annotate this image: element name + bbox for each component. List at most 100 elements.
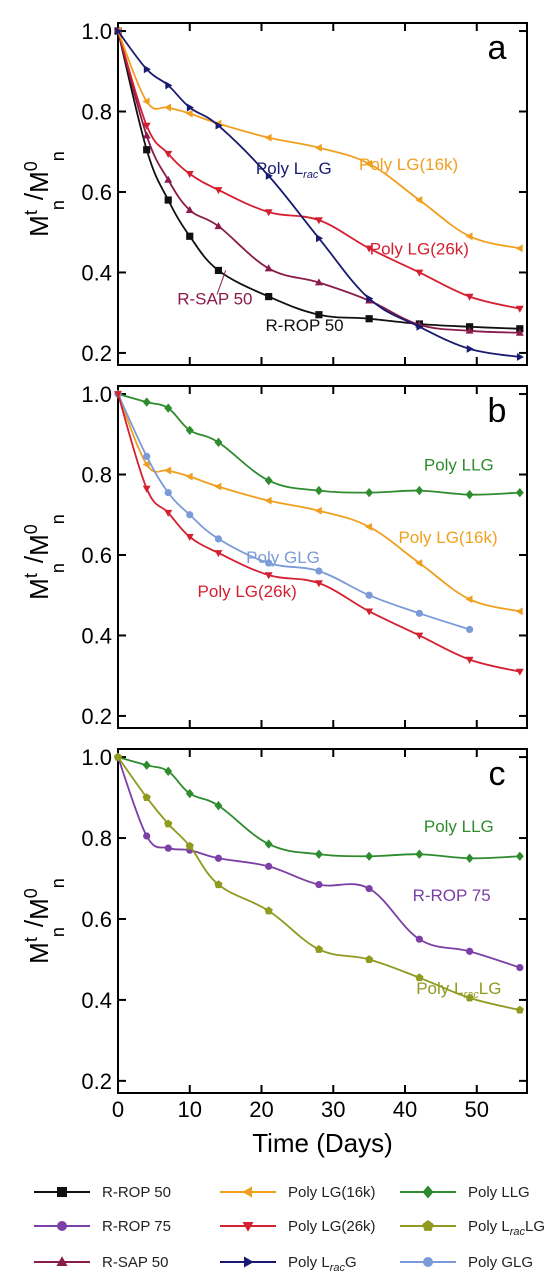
data-point-rrop50 [315,311,323,319]
legend-label: Poly LG(16k) [288,1184,376,1201]
legend-item-rrop75: R-ROP 75 [34,1218,171,1235]
legend-item-lg26: Poly LG(26k) [220,1218,376,1235]
data-point-lracg_c [314,945,324,953]
data-point-llg [214,800,223,811]
data-point-glg [265,559,273,567]
data-point-rrop75 [465,947,474,955]
y-tick-label: 0.8 [81,463,112,488]
data-point-lg16 [214,482,222,491]
x-tick-label: 50 [465,1097,489,1122]
data-point-lracg_c [214,880,223,889]
data-point-lracg [143,65,151,74]
data-point-lg26 [142,122,151,130]
data-point-llg [465,489,474,500]
series-label-lracg_c: Poly LracLG [416,979,501,1001]
y-tick-label: 0.8 [81,826,112,851]
data-point-lg26 [164,150,173,158]
legend-item-rrop50: R-ROP 50 [34,1184,171,1201]
data-point-rrop75 [164,844,172,852]
panel-b: 0.2 0.4 0.6 0.8 1.0 Mtn/M0n b Poly LLG Poly LG(1… [19,382,528,729]
data-point-lg16 [185,472,193,481]
data-point-lracg_c [185,841,194,850]
data-point-llg [264,475,273,486]
data-point-lracg [115,27,123,36]
y-tick-label: 0.2 [81,704,112,729]
series-line-rrop75 [117,756,521,969]
data-point-lg16 [365,159,373,168]
legend-label: R-SAP 50 [102,1254,168,1271]
panel-letter: b [488,392,507,430]
data-point-lg16 [164,103,172,112]
x-axis-label: Time (Days) [252,1128,393,1158]
data-point-llg [365,851,374,861]
data-point-rsap50 [142,131,151,139]
data-point-lg16 [264,133,272,142]
data-point-lg26 [214,187,223,195]
data-point-lracg_c [515,1005,524,1014]
legend-marker [423,1257,433,1267]
panel-a: 0.2 0.4 0.6 0.8 1.0 Mtn/M0n a Poly LracG Poly LG… [19,19,528,366]
x-tick-label: 30 [321,1097,345,1122]
data-point-lg26 [515,668,524,676]
data-point-lg26 [264,572,273,580]
data-point-lg16 [465,595,473,604]
data-point-rsap50 [314,278,323,286]
data-point-lg16 [314,143,322,152]
series-label-llg: Poly LLG [424,455,494,474]
data-point-glg [365,591,373,599]
data-point-llg [142,397,151,407]
series-label-lg26: Poly LG(26k) [198,582,297,601]
data-point-glg [415,609,423,617]
data-point-lracg [366,294,374,303]
data-point-rsap50 [465,326,474,334]
y-tick-label: 0.4 [81,988,112,1013]
data-point-rrop50 [214,266,223,275]
data-point-rrop50 [265,293,273,301]
data-point-rsap50 [264,264,273,272]
legend: R-ROP 50 Poly LG(16k) Poly LLG R-ROP 75 Poly… [34,1184,544,1274]
data-point-lg16 [185,109,193,118]
legend-marker [242,1222,254,1232]
y-tick-label: 0.8 [81,100,112,125]
data-point-lg26 [314,217,323,225]
data-point-lracg_c [264,906,273,915]
y-tick-label: 1.0 [81,19,112,44]
series-line-llg [117,756,520,860]
series-line-rsap50 [117,30,520,334]
data-point-rsap50 [515,328,524,336]
data-point-rrop75 [143,832,151,840]
data-point-glg [465,625,474,634]
legend-item-rsap50: R-SAP 50 [34,1254,168,1271]
y-tick-label: 0.2 [81,1069,112,1094]
data-point-lracg_c [365,955,374,963]
data-point-lg16 [515,607,523,616]
data-point-lracg [466,344,474,353]
data-point-lg26 [185,171,194,179]
data-point-lg26 [415,269,424,277]
series-label-rrop50: R-ROP 50 [266,316,344,335]
legend-item-lg16: Poly LG(16k) [220,1184,376,1201]
series-label-rrop75: R-ROP 75 [413,886,491,905]
x-tick-label: 20 [249,1097,273,1122]
series-label-glg: Poly GLG [246,548,320,567]
data-point-rrop50 [164,196,172,204]
y-tick-label: 0.4 [81,260,112,285]
y-tick-label: 0.4 [81,623,112,648]
data-point-lracg [316,234,324,243]
series-label-lg16: Poly LG(16k) [359,155,458,174]
data-point-llg [415,485,424,496]
data-point-llg [515,851,524,861]
y-tick-label: 1.0 [81,382,112,407]
data-point-rrop75 [365,885,373,893]
panel-frame [117,22,528,366]
data-point-glg [164,489,172,497]
data-point-lracg_c [142,793,151,802]
label-leader-line [216,270,227,295]
data-point-lg26 [142,485,151,493]
data-point-glg [214,535,223,543]
data-point-rrop75 [214,854,223,862]
data-point-llg [185,425,194,435]
data-point-rrop75 [315,880,323,889]
series-line-lg16 [117,393,521,613]
data-point-llg [365,487,374,498]
